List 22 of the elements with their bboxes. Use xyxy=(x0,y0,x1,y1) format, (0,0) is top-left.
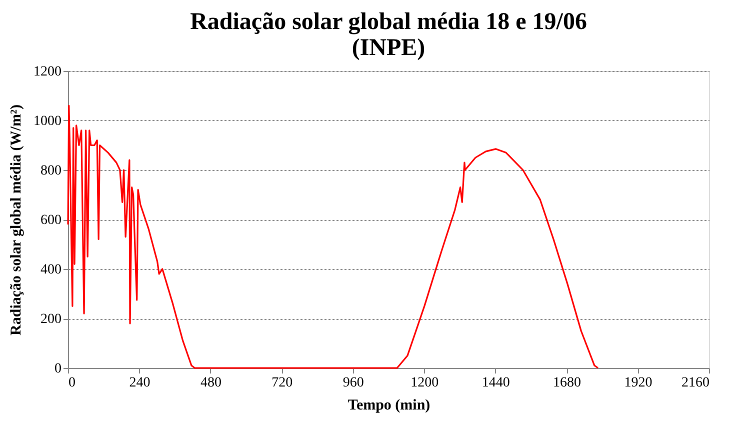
y-tick-label: 1200 xyxy=(34,64,62,80)
x-axis-title: Tempo (min) xyxy=(348,398,430,414)
y-tick-label: 1000 xyxy=(34,114,62,129)
y-tick-label: 0 xyxy=(54,362,62,376)
y-tick-label: 600 xyxy=(40,213,62,228)
text: Radiação solar global média 18 e 19/06 xyxy=(190,9,587,35)
x-tick-label: 1200 xyxy=(410,376,439,390)
x-tick-label: 1440 xyxy=(482,376,510,390)
text: (INPE) xyxy=(352,35,426,61)
y-tick-label: 200 xyxy=(40,312,62,327)
x-tick-label: 1920 xyxy=(624,376,652,390)
x-tick-label: 480 xyxy=(200,376,222,390)
line-series xyxy=(67,104,599,369)
x-tick-label: 960 xyxy=(342,376,364,390)
x-tick-label: 240 xyxy=(129,376,150,390)
x-tick-label: 2160 xyxy=(682,376,710,390)
x-tick-label: 1680 xyxy=(553,376,582,390)
y-axis-title: Radiação solar global média (W/m²) xyxy=(8,104,24,336)
x-tick-label: 0 xyxy=(68,376,76,390)
y-tick-label: 400 xyxy=(40,262,62,278)
x-tick-label: 720 xyxy=(272,376,293,390)
y-tick-label: 800 xyxy=(40,164,62,178)
